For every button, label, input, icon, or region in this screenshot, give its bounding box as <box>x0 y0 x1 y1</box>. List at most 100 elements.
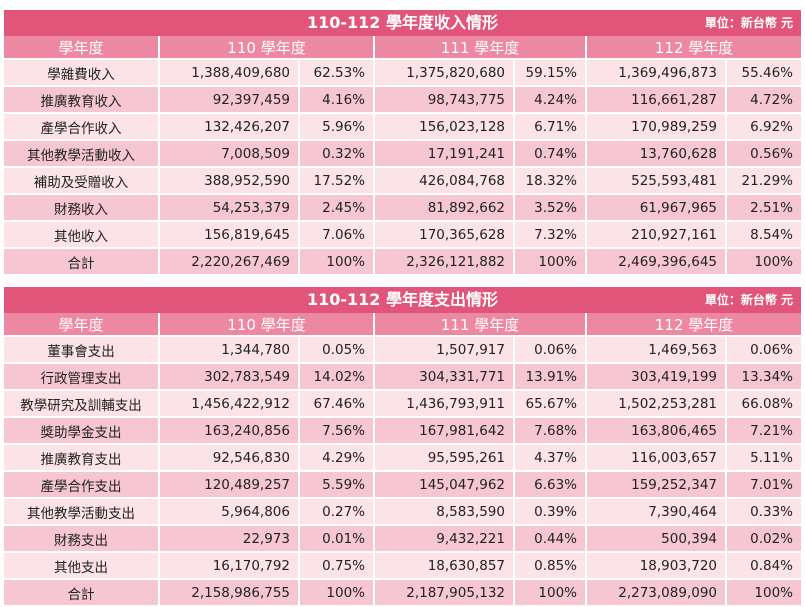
percent-111: 0.44% <box>514 525 587 553</box>
header-school-year: 學年度 <box>4 36 160 60</box>
amount-111: 8,583,590 <box>374 498 515 526</box>
amount-111: 426,084,768 <box>374 167 515 195</box>
expense-unit-note: 單位：新台幣 元 <box>704 293 793 307</box>
table-row: 合計 2,158,986,755 100% 2,187,905,132 100% 2,27… <box>4 579 801 607</box>
percent-110: 100% <box>299 248 375 276</box>
amount-110: 7,008,509 <box>159 140 300 168</box>
amount-110: 92,397,459 <box>159 86 300 114</box>
percent-110: 7.56% <box>299 417 375 445</box>
amount-110: 2,220,267,469 <box>159 248 300 276</box>
percent-111: 100% <box>514 248 587 276</box>
amount-111: 9,432,221 <box>374 525 515 553</box>
amount-110: 5,964,806 <box>159 498 300 526</box>
percent-112: 0.84% <box>726 552 801 580</box>
amount-111: 1,436,793,911 <box>374 390 515 418</box>
income-title-bar: 110-112 學年度收入情形 單位：新台幣 元 <box>4 10 801 36</box>
percent-110: 2.45% <box>299 194 375 222</box>
percent-112: 66.08% <box>726 390 801 418</box>
amount-110: 1,344,780 <box>159 336 300 364</box>
amount-112: 18,903,720 <box>586 552 727 580</box>
income-unit-note: 單位：新台幣 元 <box>704 16 793 30</box>
amount-110: 1,456,422,912 <box>159 390 300 418</box>
row-label: 財務支出 <box>4 525 160 553</box>
amount-111: 167,981,642 <box>374 417 515 445</box>
table-row: 獎助學金支出 163,240,856 7.56% 167,981,642 7.68% 16… <box>4 417 801 445</box>
row-label: 產學合作收入 <box>4 113 160 141</box>
row-label: 其他收入 <box>4 221 160 249</box>
row-label: 推廣教育支出 <box>4 444 160 472</box>
percent-110: 0.01% <box>299 525 375 553</box>
percent-111: 13.91% <box>514 363 587 391</box>
amount-111: 2,326,121,882 <box>374 248 515 276</box>
income-title: 110-112 學年度收入情形 <box>306 13 498 32</box>
percent-112: 2.51% <box>726 194 801 222</box>
table-row: 財務收入 54,253,379 2.45% 81,892,662 3.52% 61,967… <box>4 194 801 222</box>
percent-112: 4.72% <box>726 86 801 114</box>
percent-111: 100% <box>514 579 587 607</box>
amount-112: 1,369,496,873 <box>586 59 727 87</box>
row-label: 董事會支出 <box>4 336 160 364</box>
table-row: 補助及受贈收入 388,952,590 17.52% 426,084,768 18.32… <box>4 167 801 195</box>
percent-112: 0.56% <box>726 140 801 168</box>
percent-111: 7.32% <box>514 221 587 249</box>
percent-111: 0.06% <box>514 336 587 364</box>
amount-110: 92,546,830 <box>159 444 300 472</box>
header-year-111: 111 學年度 <box>374 36 587 60</box>
row-label: 推廣教育收入 <box>4 86 160 114</box>
percent-111: 0.85% <box>514 552 587 580</box>
amount-111: 95,595,261 <box>374 444 515 472</box>
percent-112: 5.11% <box>726 444 801 472</box>
header-school-year: 學年度 <box>4 313 160 337</box>
percent-112: 8.54% <box>726 221 801 249</box>
row-label: 教學研究及訓輔支出 <box>4 390 160 418</box>
percent-110: 67.46% <box>299 390 375 418</box>
amount-111: 1,375,820,680 <box>374 59 515 87</box>
amount-112: 1,469,563 <box>586 336 727 364</box>
percent-111: 7.68% <box>514 417 587 445</box>
header-year-110: 110 學年度 <box>159 313 375 337</box>
row-label: 行政管理支出 <box>4 363 160 391</box>
amount-112: 525,593,481 <box>586 167 727 195</box>
table-row: 學雜費收入 1,388,409,680 62.53% 1,375,820,680 59.… <box>4 59 801 87</box>
amount-110: 54,253,379 <box>159 194 300 222</box>
percent-110: 0.32% <box>299 140 375 168</box>
table-row: 財務支出 22,973 0.01% 9,432,221 0.44% 500,394 0.02… <box>4 525 801 553</box>
row-label: 合計 <box>4 248 160 276</box>
amount-111: 2,187,905,132 <box>374 579 515 607</box>
expense-title: 110-112 學年度支出情形 <box>306 290 498 309</box>
table-row: 其他收入 156,819,645 7.06% 170,365,628 7.32% 210,… <box>4 221 801 249</box>
row-label: 獎助學金支出 <box>4 417 160 445</box>
header-year-111: 111 學年度 <box>374 313 587 337</box>
row-label: 補助及受贈收入 <box>4 167 160 195</box>
table-row: 其他教學活動收入 7,008,509 0.32% 17,191,241 0.74% 13,… <box>4 140 801 168</box>
expense-table-body: 董事會支出 1,344,780 0.05% 1,507,917 0.06% 1,469,5… <box>4 336 801 607</box>
amount-112: 170,989,259 <box>586 113 727 141</box>
percent-110: 14.02% <box>299 363 375 391</box>
row-label: 其他教學活動收入 <box>4 140 160 168</box>
percent-112: 55.46% <box>726 59 801 87</box>
amount-110: 120,489,257 <box>159 471 300 499</box>
row-label: 產學合作支出 <box>4 471 160 499</box>
table-row: 產學合作收入 132,426,207 5.96% 156,023,128 6.71% 17… <box>4 113 801 141</box>
row-label: 財務收入 <box>4 194 160 222</box>
table-row: 其他教學活動支出 5,964,806 0.27% 8,583,590 0.39% 7,39… <box>4 498 801 526</box>
percent-112: 21.29% <box>726 167 801 195</box>
amount-110: 22,973 <box>159 525 300 553</box>
amount-110: 16,170,792 <box>159 552 300 580</box>
header-year-112: 112 學年度 <box>586 36 801 60</box>
amount-112: 116,661,287 <box>586 86 727 114</box>
percent-110: 7.06% <box>299 221 375 249</box>
row-label: 合計 <box>4 579 160 607</box>
percent-110: 100% <box>299 579 375 607</box>
expense-title-bar: 110-112 學年度支出情形 單位：新台幣 元 <box>4 287 801 313</box>
percent-110: 0.27% <box>299 498 375 526</box>
amount-111: 17,191,241 <box>374 140 515 168</box>
amount-111: 98,743,775 <box>374 86 515 114</box>
row-label: 學雜費收入 <box>4 59 160 87</box>
percent-112: 0.02% <box>726 525 801 553</box>
percent-111: 65.67% <box>514 390 587 418</box>
table-row: 其他支出 16,170,792 0.75% 18,630,857 0.85% 18,903… <box>4 552 801 580</box>
percent-111: 4.37% <box>514 444 587 472</box>
income-header-row: 學年度 110 學年度 111 學年度 112 學年度 <box>4 36 801 60</box>
expense-header-row: 學年度 110 學年度 111 學年度 112 學年度 <box>4 313 801 337</box>
